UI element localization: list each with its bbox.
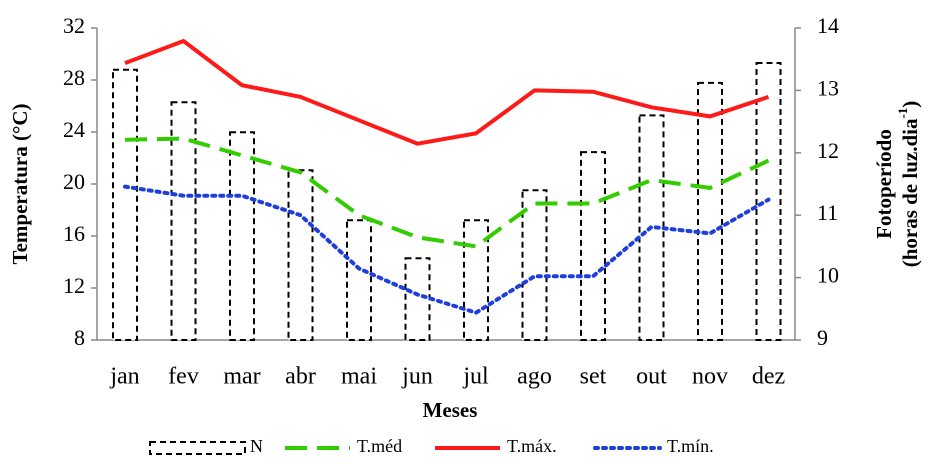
x-tick-label: set [580,364,607,390]
y2-axis-title: Fotoperíodo [872,129,896,239]
x-tick-label: mar [223,364,260,390]
bar [346,219,372,341]
x-tick-label: jun [401,364,433,390]
y-axis-title: Temperatura (°C) [8,103,32,264]
y-tick-label: 20 [63,169,85,194]
bar [229,131,255,341]
x-tick-label: abr [285,364,316,390]
y2-axis-title-part: ) [898,101,922,108]
y2-axis-title-part: (horas de luz.dia [898,118,922,267]
bar [580,151,606,341]
y-tick-label: 32 [63,13,85,38]
legend-label: T.máx. [507,436,557,456]
bar [112,68,138,341]
y2-tick-label: 11 [817,200,838,225]
legend-label: T.mín. [667,436,714,456]
bar [287,169,314,341]
y2-axis-title: (horas de luz.dia-1) [895,101,922,268]
x-tick-label: jan [109,364,139,390]
x-tick-label: dez [752,364,785,390]
y2-tick-label: 12 [817,138,839,163]
y2-axis-title-sup: -1 [895,108,910,119]
y2-tick-label: 14 [817,13,839,38]
line [124,136,770,249]
y-tick-label: 8 [74,325,85,350]
x-tick-label: nov [692,364,728,390]
x-tick-label: ago [517,364,552,390]
legend-swatch [149,441,246,455]
bar [521,189,548,341]
y-tick-label: 24 [63,117,85,142]
x-tick-label: out [636,364,667,390]
x-tick-label: jul [462,364,489,390]
y2-tick-label: 9 [817,325,828,350]
x-tick-label: fev [168,364,199,390]
line [124,38,770,146]
legend-label: N [250,436,263,456]
legend-label: T.méd [357,436,402,456]
bar [463,219,489,341]
bar [404,257,431,342]
line [123,184,771,315]
y-tick-label: 12 [63,273,85,298]
x-tick-label: mai [341,364,377,390]
x-axis-title: Meses [423,398,478,422]
y-tick-label: 28 [63,65,85,90]
y-tick-label: 16 [63,221,85,246]
bar [697,81,723,342]
y2-tick-label: 13 [817,75,839,100]
y2-tick-label: 10 [817,263,839,288]
